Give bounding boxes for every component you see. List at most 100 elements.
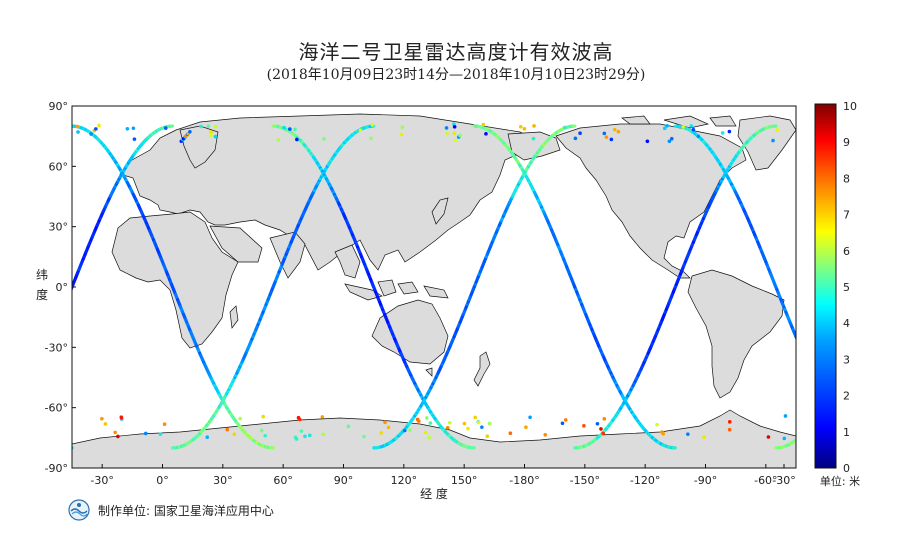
track-segment xyxy=(867,307,868,310)
track-segment xyxy=(32,380,33,382)
track-segment xyxy=(15,388,16,390)
track-point xyxy=(320,415,325,419)
track-segment xyxy=(12,382,13,384)
track-segment xyxy=(892,131,893,132)
lon-tick-label: 0° xyxy=(156,474,169,487)
track-segment xyxy=(804,356,805,358)
track-segment xyxy=(22,399,23,401)
track-point xyxy=(369,136,373,141)
track-segment xyxy=(51,439,52,440)
track-segment xyxy=(860,443,861,444)
track-segment xyxy=(880,274,881,277)
track-point xyxy=(686,432,690,436)
track-segment xyxy=(806,429,807,430)
track-point xyxy=(295,137,299,142)
track-segment xyxy=(801,435,802,436)
new-zealand-islands xyxy=(473,351,491,387)
satellite-tracks xyxy=(4,122,912,450)
track-point xyxy=(783,414,788,418)
colorbar-tick-label: 6 xyxy=(843,245,850,258)
track-segment xyxy=(865,312,866,314)
track-point xyxy=(379,431,384,435)
track-segment xyxy=(798,438,799,439)
latitude-tick-labels: 90° 60° 30° 0° -30° -60° -90° xyxy=(45,100,76,475)
track-segment xyxy=(898,233,899,235)
track-segment xyxy=(16,409,17,411)
track-point xyxy=(462,421,467,426)
scandinavia-landmass xyxy=(179,125,219,169)
track-segment xyxy=(911,149,912,150)
track-segment xyxy=(38,367,39,369)
track-segment xyxy=(29,386,30,388)
track-segment xyxy=(41,429,42,430)
track-segment xyxy=(43,356,44,358)
track-point xyxy=(163,126,168,130)
track-segment xyxy=(25,393,26,395)
track-point xyxy=(573,136,578,141)
track-segment xyxy=(35,373,36,375)
track-segment xyxy=(894,242,895,244)
track-segment xyxy=(856,334,857,336)
track-segment xyxy=(4,365,5,367)
lon-tick-label: -30° xyxy=(90,474,113,487)
track-segment xyxy=(12,416,13,418)
track-point xyxy=(485,434,490,439)
track-segment xyxy=(855,439,856,440)
track-segment xyxy=(14,386,15,388)
track-segment xyxy=(850,349,851,351)
track-point xyxy=(113,430,117,435)
track-segment xyxy=(24,395,25,397)
track-point xyxy=(322,137,326,141)
track-segment xyxy=(799,437,800,438)
track-point xyxy=(595,421,600,426)
page-subtitle: (2018年10月09日23时14分—2018年10月10日23时29分) xyxy=(266,67,646,83)
greenland-landmass xyxy=(737,115,796,171)
track-segment xyxy=(58,444,59,445)
track-segment xyxy=(28,388,29,390)
track-segment xyxy=(895,240,896,242)
track-segment xyxy=(900,136,901,137)
track-segment xyxy=(11,380,12,382)
track-segment xyxy=(905,216,906,218)
track-point xyxy=(75,124,80,129)
track-segment xyxy=(6,369,7,371)
track-segment xyxy=(838,420,839,421)
track-segment xyxy=(837,377,838,379)
track-point xyxy=(206,124,211,129)
track-segment xyxy=(53,332,54,334)
colorbar-tick-label: 10 xyxy=(843,100,857,113)
track-segment xyxy=(904,140,905,141)
track-segment xyxy=(18,406,19,408)
track-segment xyxy=(851,436,852,437)
track-segment xyxy=(859,327,860,329)
track-segment xyxy=(907,144,908,145)
track-segment xyxy=(910,147,911,148)
track-segment xyxy=(10,419,11,420)
track-segment xyxy=(854,438,855,439)
track-point xyxy=(522,126,527,131)
track-point xyxy=(386,425,391,430)
track-segment xyxy=(801,349,802,351)
track-point xyxy=(276,138,281,142)
track-segment xyxy=(30,384,31,386)
track-segment xyxy=(30,414,31,416)
lon-tick-label: -90° xyxy=(694,474,717,487)
track-segment xyxy=(807,362,808,364)
track-segment xyxy=(9,420,10,421)
track-point xyxy=(100,416,104,421)
track-point xyxy=(143,431,148,436)
track-segment xyxy=(902,223,903,225)
longitude-tick-labels: -30° 0° 30° 60° 90° 120° 150° -180° -150° -120° -9… xyxy=(90,464,796,487)
track-segment xyxy=(810,424,811,425)
track-point xyxy=(261,414,265,419)
track-segment xyxy=(873,292,874,295)
track-point xyxy=(771,138,775,143)
track-segment xyxy=(55,327,56,329)
africa-landmass xyxy=(111,211,239,349)
track-point xyxy=(238,416,242,421)
track-segment xyxy=(39,365,40,367)
track-segment xyxy=(52,440,53,441)
colorbar-unit-label: 单位: 米 xyxy=(820,474,860,488)
track-point xyxy=(321,432,326,437)
track-segment xyxy=(850,435,851,436)
